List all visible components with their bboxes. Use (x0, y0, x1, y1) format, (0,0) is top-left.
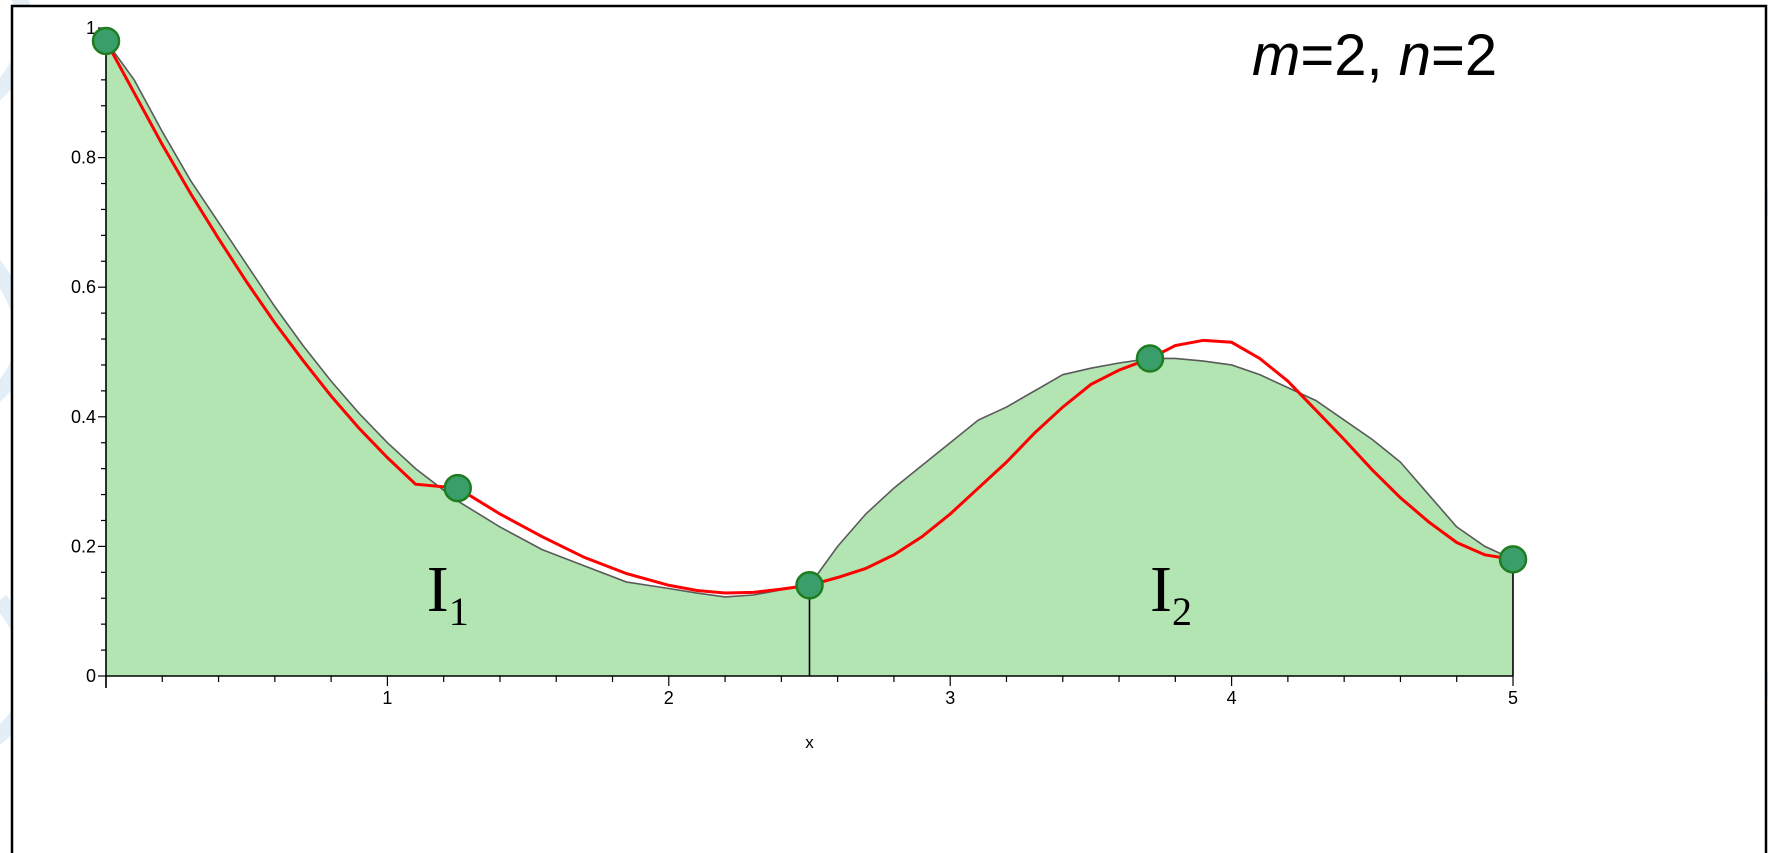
region-2-letter: I (1150, 553, 1172, 626)
y-tick-label: 0 (86, 666, 96, 686)
region-1-letter: I (427, 553, 449, 626)
area-under-curve (106, 40, 1513, 676)
x-axis-ticks: 1 2 3 4 5 (105, 676, 1518, 708)
m-value: =2, (1300, 23, 1398, 88)
x-axis-label: x (805, 733, 814, 752)
n-value: =2 (1431, 23, 1497, 88)
axes (105, 28, 1513, 688)
y-axis-ticks: 0 0.2 0.4 0.6 0.8 1 (71, 18, 106, 686)
x-tick-label: 4 (1227, 688, 1237, 708)
y-tick-label: 0.4 (71, 407, 96, 427)
region-label-i2: I2 (1150, 553, 1192, 634)
function-curve (105, 40, 1514, 598)
interpolation-point (795, 571, 824, 600)
y-tick-label: 0.6 (71, 277, 96, 297)
x-tick-label: 3 (945, 688, 955, 708)
region-1-subscript: 1 (449, 589, 469, 634)
y-tick-label: 0.2 (71, 536, 96, 556)
n-symbol: n (1399, 23, 1431, 88)
y-tick-label: 0.8 (71, 148, 96, 168)
interpolant-curve (104, 40, 1514, 595)
region-2-subscript: 2 (1172, 589, 1192, 634)
interpolation-point (1498, 545, 1528, 574)
interpolation-point (91, 26, 121, 56)
m-symbol: m (1252, 23, 1300, 88)
region-label-i1: I1 (427, 553, 469, 634)
x-tick-label: 5 (1508, 688, 1518, 708)
x-tick-label: 2 (664, 688, 674, 708)
parameter-annotation: m=2, n=2 (1252, 23, 1497, 88)
y-tick-label: 1 (86, 18, 96, 38)
interpolation-points (91, 26, 1528, 600)
x-tick-label: 1 (382, 688, 392, 708)
interpolation-point (1135, 344, 1165, 373)
interpolation-point (443, 473, 472, 503)
